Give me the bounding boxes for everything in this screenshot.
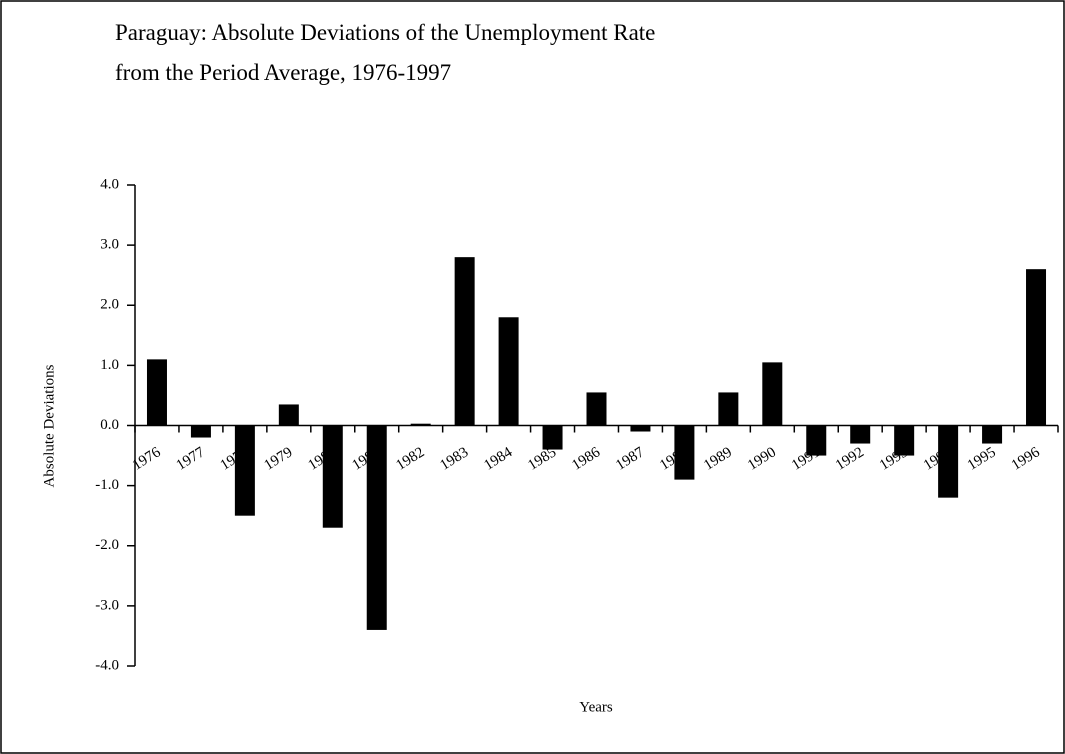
bar <box>498 317 519 426</box>
bar <box>454 257 475 426</box>
y-tick-label: 0.0 <box>100 417 119 433</box>
bar <box>762 362 783 426</box>
bar <box>894 425 915 456</box>
x-axis-label: Years <box>579 699 613 715</box>
bar <box>982 425 1003 444</box>
y-tick-label: 1.0 <box>100 357 119 373</box>
bar <box>586 392 607 426</box>
bar <box>850 425 871 444</box>
bar <box>146 359 167 426</box>
bar <box>718 392 739 426</box>
bar <box>674 425 695 480</box>
bar <box>234 425 255 516</box>
bar <box>542 425 563 450</box>
bar <box>1026 269 1047 426</box>
y-tick-label: 3.0 <box>100 237 119 253</box>
bar <box>278 404 299 426</box>
chart-subtitle: from the Period Average, 1976-1997 <box>115 60 451 85</box>
bar <box>190 425 211 438</box>
y-tick-label: -2.0 <box>95 537 119 553</box>
chart-title: Paraguay: Absolute Deviations of the Une… <box>115 20 655 45</box>
y-tick-label: -4.0 <box>95 657 119 673</box>
bar <box>938 425 959 498</box>
y-tick-label: 2.0 <box>100 297 119 313</box>
y-tick-label: -3.0 <box>95 597 119 613</box>
bar <box>410 423 431 426</box>
bar <box>630 425 651 432</box>
y-axis-label: Absolute Deviations <box>41 364 57 487</box>
bar <box>366 425 387 630</box>
y-tick-label: 4.0 <box>100 176 119 192</box>
bar <box>322 425 343 528</box>
bar <box>806 425 827 456</box>
y-tick-label: -1.0 <box>95 477 119 493</box>
